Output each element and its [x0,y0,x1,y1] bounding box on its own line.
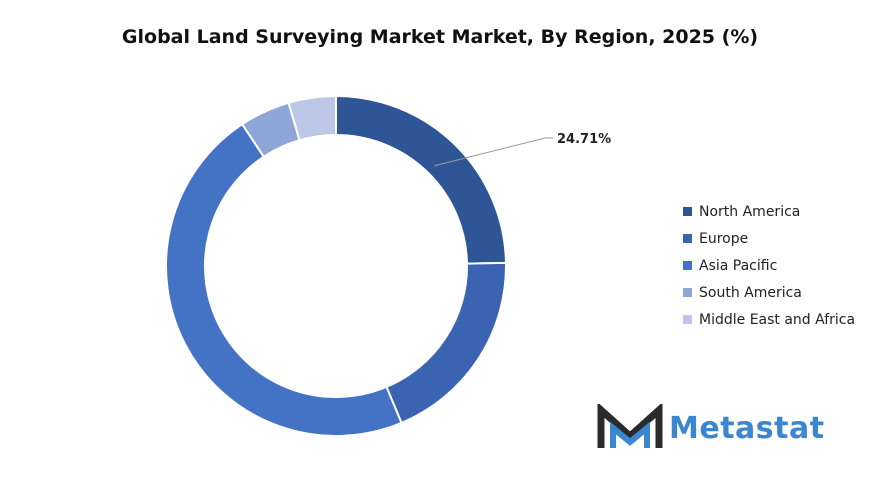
legend-label: South America [699,284,802,301]
donut-slice-north-america [335,94,507,265]
legend-label: Europe [699,230,749,247]
brand-name: Metastat [669,410,825,446]
metastat-logo-icon [597,404,663,448]
legend-item-asia-pacific: Asia Pacific [683,252,855,279]
donut-slice-europe [385,261,507,425]
legend-swatch [683,261,692,270]
legend-item-europe: Europe [683,225,855,252]
legend-label: North America [699,203,801,220]
brand-logo: Metastat [597,404,825,452]
chart-title: Global Land Surveying Market Market, By … [121,26,759,48]
legend-item-middle-east-africa: Middle East and Africa [683,306,855,333]
chart-legend: North America Europe Asia Pacific South … [683,198,855,333]
donut-slice-asia-pacific [165,122,403,437]
legend-swatch [683,288,692,297]
data-label-north-america: 24.71% [557,132,611,147]
legend-swatch [683,207,692,216]
data-label-leader-line [434,137,553,167]
legend-label: Middle East and Africa [699,311,856,328]
legend-item-north-america: North America [683,198,855,225]
legend-item-south-america: South America [683,279,855,306]
legend-swatch [683,234,692,243]
donut-slice-middle-east-and-africa [287,94,337,142]
legend-label: Asia Pacific [699,257,778,274]
legend-swatch [683,315,692,324]
